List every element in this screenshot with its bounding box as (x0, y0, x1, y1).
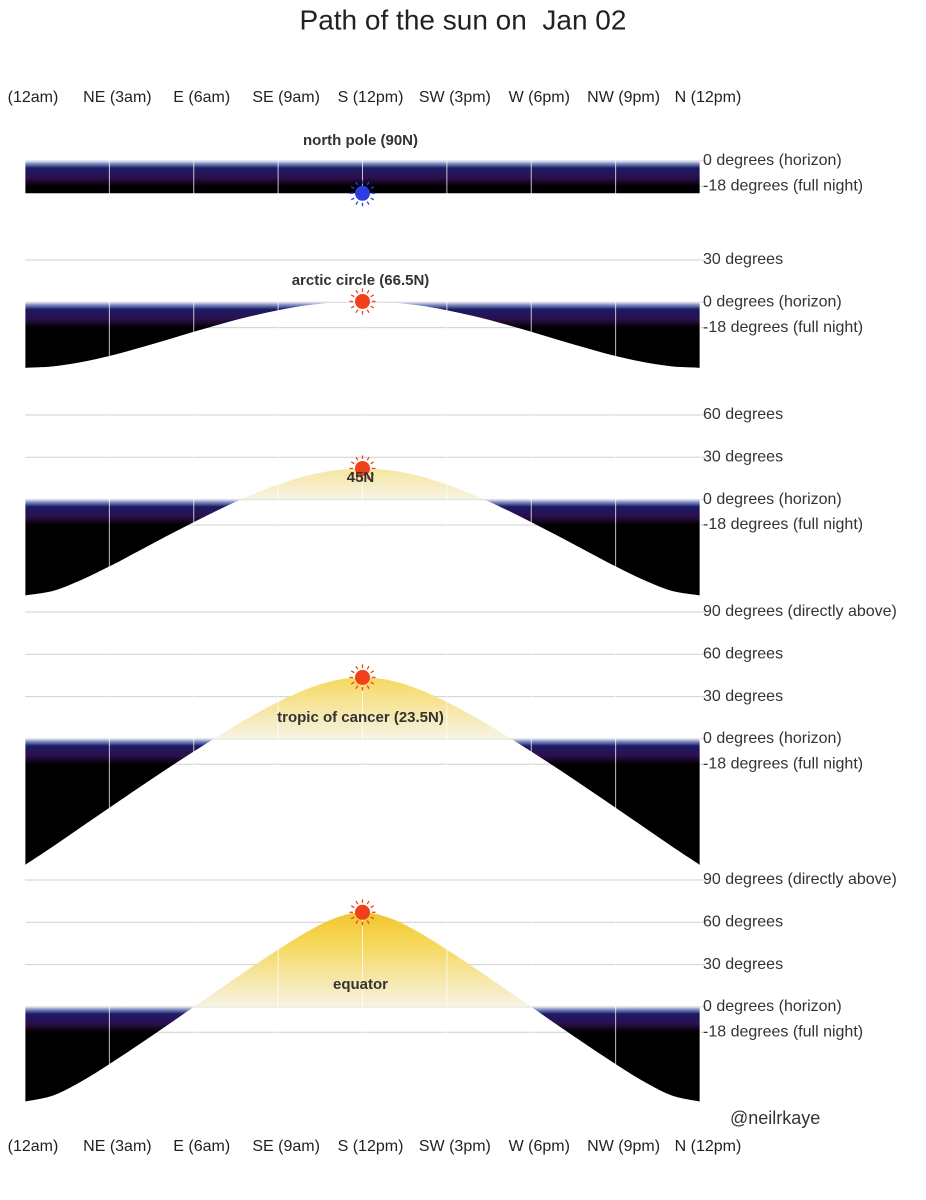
x-tick-label: SE (9am) (252, 89, 320, 106)
y-tick-label: 30 degrees (703, 688, 783, 705)
sun (349, 664, 376, 691)
x-tick-label: (12am) (8, 89, 59, 106)
y-tick-label: -18 degrees (full night) (703, 516, 863, 533)
sun-ray (350, 294, 355, 298)
sun-ray (355, 476, 359, 481)
sun-ray (370, 305, 375, 309)
sun-disc (355, 460, 370, 476)
sun-ray (350, 186, 355, 190)
x-tick-label: N (12pm) (675, 1138, 742, 1155)
y-tick-label: -18 degrees (full night) (703, 1023, 863, 1040)
panel-label: arctic circle (66.5N) (292, 272, 430, 289)
sun-ray (355, 665, 359, 670)
y-tick-label: -18 degrees (full night) (703, 178, 863, 195)
y-tick-label: 90 degrees (directly above) (703, 603, 897, 620)
x-tick-label: N (12pm) (675, 89, 742, 106)
sun-ray (366, 201, 370, 205)
sun (349, 455, 376, 482)
sun-ray (355, 900, 359, 905)
sun-ray (350, 905, 355, 909)
x-tick-label: NW (9pm) (587, 89, 660, 106)
x-tick-label: SE (9am) (252, 1138, 320, 1155)
sun-ray (355, 289, 359, 294)
y-tick-label: 30 degrees (703, 251, 783, 268)
sun-ray (370, 186, 375, 190)
y-tick-label: 60 degrees (703, 646, 783, 663)
y-tick-label: 0 degrees (horizon) (703, 491, 842, 508)
sun-ray (355, 309, 359, 314)
sun-ray (355, 685, 359, 690)
sun-ray (355, 456, 359, 461)
panel-label: north pole (90N) (303, 132, 418, 149)
y-tick-label: 60 degrees (703, 406, 783, 423)
sun-ray (366, 476, 370, 481)
sun-ray (355, 920, 359, 924)
sun-ray (370, 670, 375, 674)
sun-disc (355, 669, 370, 685)
y-tick-label: 60 degrees (703, 914, 783, 931)
credit: @neilrkaye (730, 1108, 820, 1128)
sun-ray (350, 916, 355, 920)
chart-title: Path of the sun on Jan 02 (300, 4, 627, 35)
y-tick-label: 0 degrees (horizon) (703, 294, 842, 311)
sun (349, 288, 376, 315)
sun-ray (370, 197, 375, 201)
sun (349, 899, 376, 926)
sun-ray (366, 289, 370, 294)
sun-ray (370, 916, 375, 920)
sun-disc (355, 904, 370, 920)
sun-ray (350, 472, 355, 476)
x-tick-label: W (6pm) (509, 1138, 570, 1155)
sun-ray (366, 456, 370, 461)
sun-ray (366, 900, 370, 905)
sun-ray (366, 665, 370, 670)
x-tick-label: (12am) (8, 1138, 59, 1155)
x-tick-label: NW (9pm) (587, 1138, 660, 1155)
y-tick-label: 0 degrees (horizon) (703, 730, 842, 747)
y-tick-label: -18 degrees (full night) (703, 319, 863, 336)
sun-ray (366, 685, 370, 690)
panel-label: equator (333, 976, 388, 993)
x-tick-label: E (6am) (173, 89, 230, 106)
sun-ray (366, 309, 370, 314)
y-tick-label: 30 degrees (703, 449, 783, 466)
x-tick-label: S (12pm) (338, 1138, 404, 1155)
sun-ray (370, 461, 375, 465)
sun-ray (370, 681, 375, 685)
sun (349, 180, 376, 207)
panel-label: 45N (347, 469, 375, 486)
sun-ray (370, 294, 375, 298)
x-tick-label: NE (3am) (83, 1138, 151, 1155)
sun-ray (355, 201, 359, 205)
sun-ray (350, 197, 355, 201)
y-tick-label: 90 degrees (directly above) (703, 871, 897, 888)
y-tick-label: 30 degrees (703, 956, 783, 973)
sun-ray (350, 681, 355, 685)
sun-disc (355, 185, 370, 201)
x-tick-label: SW (3pm) (419, 1138, 491, 1155)
sun-ray (366, 181, 370, 186)
y-tick-label: -18 degrees (full night) (703, 755, 863, 772)
sun-ray (370, 905, 375, 909)
sun-disc (355, 293, 370, 309)
y-tick-label: 0 degrees (horizon) (703, 152, 842, 169)
sun-ray (366, 920, 370, 924)
sun-ray (350, 461, 355, 465)
sun-ray (350, 670, 355, 674)
x-tick-label: SW (3pm) (419, 89, 491, 106)
sun-ray (350, 305, 355, 309)
x-tick-label: E (6am) (173, 1138, 230, 1155)
sun-ray (355, 181, 359, 186)
panel-label: tropic of cancer (23.5N) (277, 709, 444, 726)
y-tick-label: 0 degrees (horizon) (703, 998, 842, 1015)
x-tick-label: NE (3am) (83, 89, 151, 106)
sun-ray (370, 472, 375, 476)
x-tick-label: W (6pm) (509, 89, 570, 106)
x-tick-label: S (12pm) (338, 89, 404, 106)
